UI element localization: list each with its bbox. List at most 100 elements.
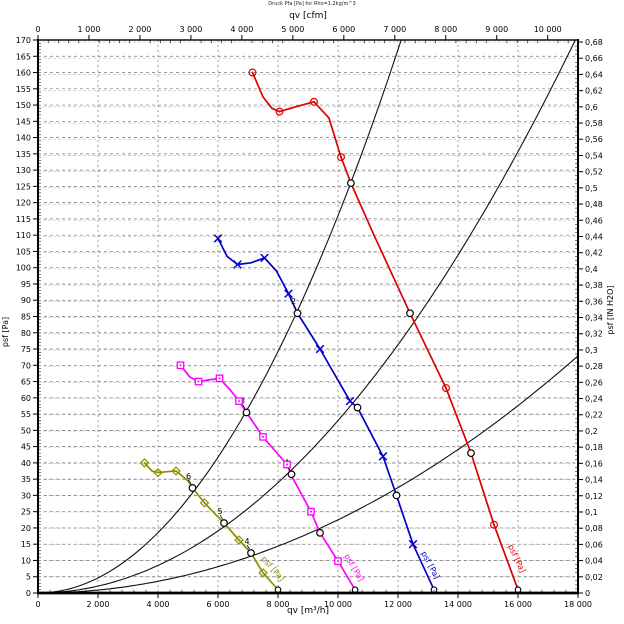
chart-title: Druck Pfa [Pa] for Rho=1.2kg/m^3 [268, 1, 356, 7]
right-tick-label: 0,3 [585, 346, 598, 355]
op-label: 5 [217, 507, 222, 516]
gridlines [38, 40, 578, 593]
marker-dot [445, 387, 447, 390]
left-tick-label: 110 [16, 231, 31, 240]
operating-point [316, 528, 324, 537]
op-label-leader [246, 544, 250, 550]
right-tick-label: 0,42 [585, 249, 603, 258]
bottom-tick-label: 16 000 [504, 600, 532, 609]
left-tick-label: 80 [21, 329, 31, 338]
marker-dot [238, 400, 240, 403]
marker-dot [262, 435, 264, 438]
marker-diamond [153, 467, 163, 478]
marker-diamond [234, 535, 244, 545]
left-tick-label: 60 [21, 394, 31, 403]
operating-point [347, 179, 355, 188]
curve-label: psf [Pa] [342, 552, 365, 583]
left-tick-label: 75 [21, 345, 31, 354]
operating-point [293, 309, 302, 318]
marker-dot [340, 156, 342, 159]
bottom-tick-label: 0 [35, 600, 40, 609]
marker-dot [310, 510, 312, 513]
left-tick-label: 15 [21, 540, 31, 549]
left-tick-label: 105 [16, 247, 31, 256]
top-tick-label: 3 000 [179, 25, 202, 34]
operating-point [392, 491, 401, 500]
marker-dot [493, 523, 495, 526]
left-tick-label: 25 [21, 508, 31, 517]
marker-dot [218, 377, 221, 380]
marker-circle [490, 520, 499, 529]
left-tick-label: 10 [21, 556, 31, 565]
left-tick-label: 40 [21, 459, 31, 468]
right-tick-label: 0,64 [585, 70, 603, 79]
marker-dot [313, 100, 315, 103]
top-tick-label: 9 000 [485, 25, 508, 34]
op-label-leader [242, 404, 246, 409]
top-tick-label: 1 000 [78, 25, 101, 34]
left-tick-label: 170 [16, 36, 31, 45]
bottom-axis-title: qv [m³/h] [286, 606, 330, 616]
right-tick-label: 0,1 [585, 508, 598, 517]
operating-point [242, 408, 251, 417]
operating-point [287, 470, 296, 479]
markers-fan-curve-high-speed [248, 68, 522, 594]
operating-point [220, 519, 228, 527]
marker-dot [157, 471, 159, 474]
marker-dot [286, 463, 288, 466]
left-tick-label: 140 [16, 134, 31, 143]
top-axis-title: qv [cfm] [289, 11, 327, 21]
left-tick-label: 0 [26, 589, 31, 598]
marker-dot [179, 364, 182, 367]
bottom-tick-label: 12 000 [384, 600, 412, 609]
op-label-leader [293, 305, 297, 310]
right-tick-label: 0,56 [585, 135, 603, 144]
right-tick-label: 0,24 [585, 395, 603, 404]
series-fan-curve-speed-2: psf [Pa] [217, 238, 441, 591]
left-tick-label: 130 [16, 166, 31, 175]
top-tick-label: 7 000 [383, 25, 406, 34]
left-tick-label: 95 [21, 280, 31, 289]
left-tick-label: 85 [21, 313, 31, 322]
op-label: 4 [244, 537, 249, 546]
left-tick-label: 100 [16, 264, 31, 273]
bottom-tick-label: 8 000 [267, 600, 290, 609]
right-tick-label: 0,18 [585, 443, 603, 452]
top-tick-label: 8 000 [434, 25, 457, 34]
top-tick-label: 6 000 [332, 25, 355, 34]
marker-dot [175, 470, 177, 472]
marker-dot [143, 461, 146, 464]
right-tick-label: 0,22 [585, 411, 603, 420]
right-tick-label: 0,5 [585, 184, 598, 193]
bottom-tick-label: 2 000 [87, 600, 110, 609]
right-tick-label: 0,4 [585, 265, 598, 274]
marker-circle [248, 68, 257, 77]
system-curves [37, 39, 579, 594]
right-tick-label: 0,36 [585, 297, 603, 306]
top-tick-label: 10 000 [534, 25, 562, 34]
right-tick-label: 0,62 [585, 87, 603, 96]
marker-diamond [199, 498, 210, 508]
right-tick-label: 0,58 [585, 119, 603, 128]
marker-dot [203, 501, 206, 504]
marker-x [284, 289, 293, 299]
left-tick-label: 70 [21, 361, 31, 370]
marker-x [315, 344, 325, 354]
marker-circle [310, 97, 319, 106]
right-tick-label: 0 [585, 589, 590, 598]
bottom-tick-label: 14 000 [444, 600, 472, 609]
left-tick-label: 135 [16, 150, 31, 159]
marker-diamond [171, 466, 181, 476]
marker-x [345, 396, 355, 406]
marker-circle [275, 107, 284, 116]
left-tick-label: 125 [16, 182, 31, 191]
right-tick-label: 0,38 [585, 281, 603, 290]
operating-point [247, 549, 255, 557]
op-label: 2 [291, 297, 296, 306]
marker-dot [262, 571, 264, 574]
operating-point [188, 484, 197, 492]
marker-diamond [139, 458, 150, 468]
right-tick-label: 0,26 [585, 378, 603, 387]
